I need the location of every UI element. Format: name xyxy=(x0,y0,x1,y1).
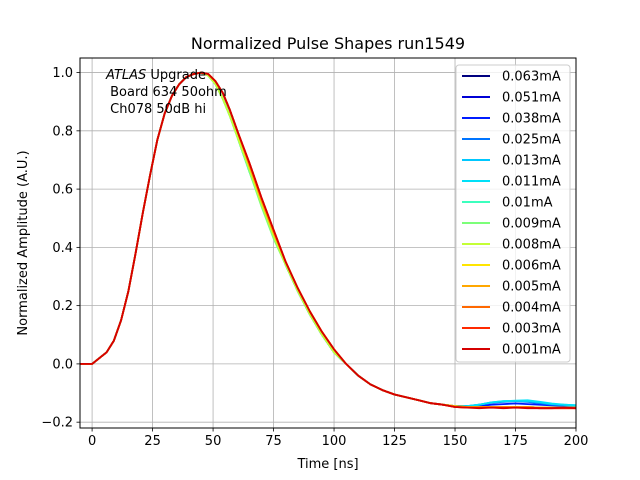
legend-label: 0.063mA xyxy=(502,70,561,85)
x-tick-label: 50 xyxy=(205,434,222,449)
atlas-label: ATLAS xyxy=(105,68,146,83)
legend-label: 0.005mA xyxy=(502,280,561,295)
legend-label: 0.003mA xyxy=(502,322,561,337)
y-axis-label: Normalized Amplitude (A.U.) xyxy=(16,150,31,335)
plot-frame xyxy=(79,57,577,429)
legend-label: 0.006mA xyxy=(502,259,561,274)
legend-label: 0.025mA xyxy=(502,133,561,148)
y-tick-label: 0.6 xyxy=(52,183,73,198)
y-tick-label: 0.0 xyxy=(52,357,73,372)
x-tick-label: 75 xyxy=(265,434,282,449)
y-tick-label: 0.8 xyxy=(52,124,73,139)
x-tick-label: 125 xyxy=(382,434,407,449)
legend-label: 0.001mA xyxy=(502,343,561,358)
annotation-upgrade: Upgrade xyxy=(146,68,206,83)
x-tick-label: 0 xyxy=(88,434,96,449)
annotation-line-1: ATLAS Upgrade xyxy=(105,68,206,83)
y-axis-ticks: −0.2 0.0 0.2 0.4 0.6 0.8 1.0 xyxy=(41,66,80,431)
x-axis-label: Time [ns] xyxy=(296,457,358,472)
y-tick-label: 0.4 xyxy=(52,241,73,256)
annotation-text: ATLAS Upgrade Board 634 50ohm Ch078 50dB… xyxy=(105,68,227,117)
legend-label: 0.008mA xyxy=(502,238,561,253)
legend-box xyxy=(455,64,571,363)
legend-label: 0.004mA xyxy=(502,301,561,316)
x-axis-ticks: 0 25 50 75 100 125 150 175 200 xyxy=(88,428,588,449)
x-tick-label: 150 xyxy=(443,434,468,449)
legend: 0.063mA 0.051mA 0.038mA 0.025mA 0.013mA 0.011… xyxy=(455,64,571,363)
legend-label: 0.013mA xyxy=(502,154,561,169)
y-tick-label: −0.2 xyxy=(41,416,73,431)
legend-label: 0.009mA xyxy=(502,217,561,232)
legend-label: 0.038mA xyxy=(502,112,561,127)
x-tick-label: 175 xyxy=(503,434,528,449)
x-tick-label: 100 xyxy=(322,434,347,449)
chart-title: Normalized Pulse Shapes run1549 xyxy=(191,34,465,53)
legend-label: 0.011mA xyxy=(502,175,561,190)
annotation-line-2: Board 634 50ohm xyxy=(106,85,227,100)
series-line-0-001mA xyxy=(80,71,576,410)
y-tick-label: 1.0 xyxy=(52,66,73,81)
x-tick-label: 25 xyxy=(144,434,161,449)
x-tick-label: 200 xyxy=(564,434,589,449)
annotation-line-3: Ch078 50dB hi xyxy=(106,102,206,117)
y-tick-label: 0.2 xyxy=(52,299,73,314)
series-lines xyxy=(80,71,576,410)
legend-label: 0.01mA xyxy=(502,196,553,211)
legend-label: 0.051mA xyxy=(502,91,561,106)
